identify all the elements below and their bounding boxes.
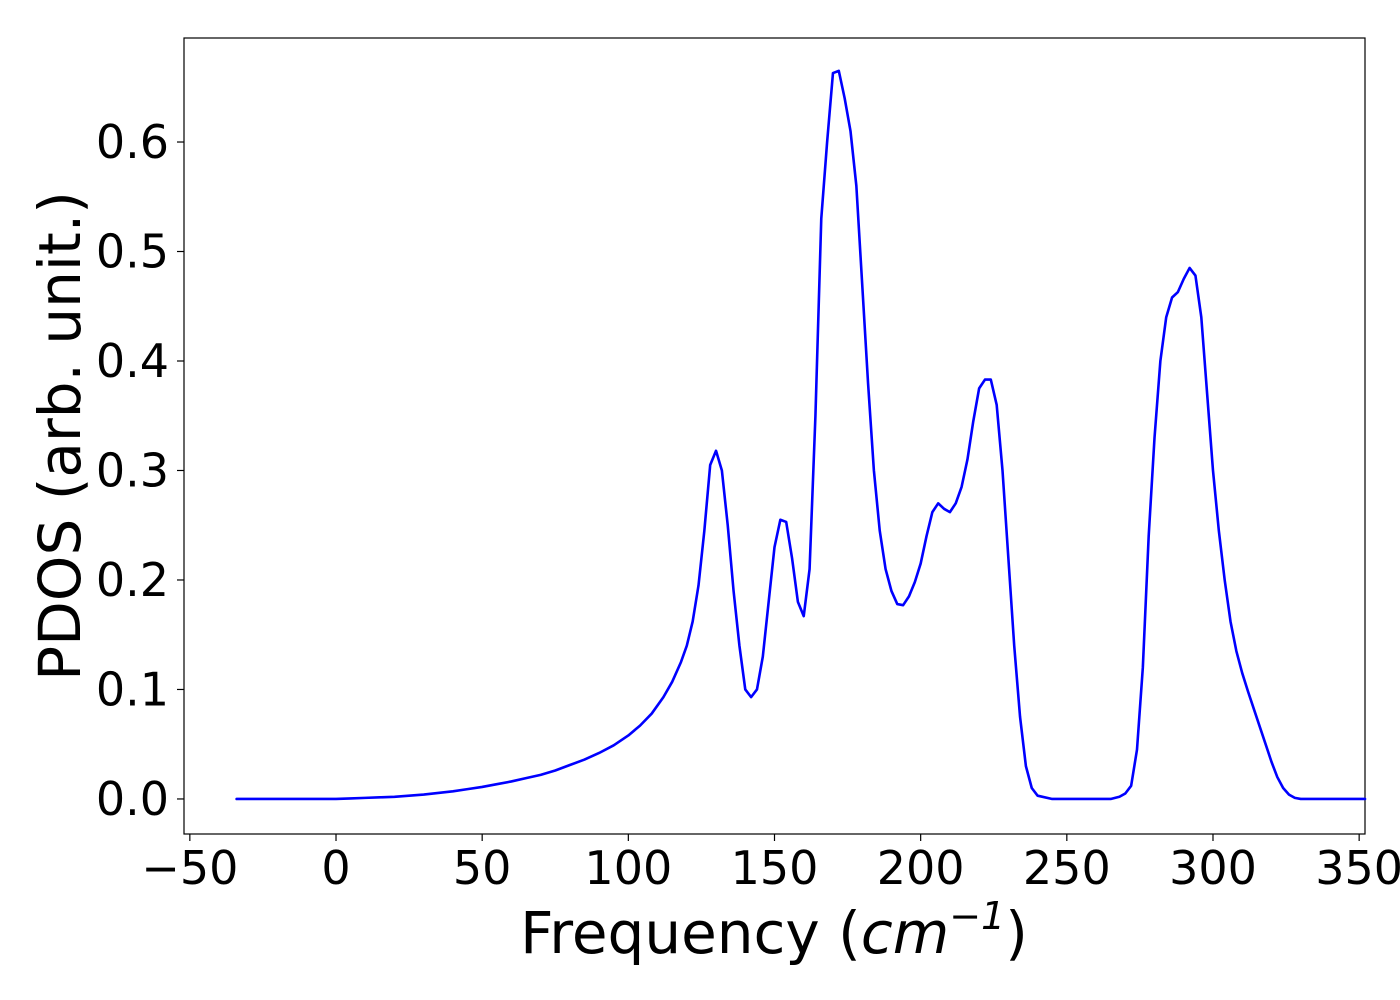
y-tick-label: 0.5 [96,225,169,279]
series-line-0 [235,69,1367,801]
plot-layer [183,37,1367,835]
x-tick-label: 100 [584,841,672,895]
x-tick-label: 300 [1169,841,1257,895]
x-axis-label-suffix: ) [1005,899,1028,967]
x-tick-label: 150 [731,841,819,895]
plot-frame [183,37,1366,835]
x-axis-label-math: cm [861,899,949,967]
x-axis-ticks: −50 0 50 100 150 200 250 300 350 [141,834,1400,895]
x-tick-label: 350 [1315,841,1400,895]
y-tick-label: 0.6 [96,115,169,169]
y-tick-label: 0.0 [96,772,169,826]
y-axis-label: PDOS (arb. unit.) [26,191,94,681]
x-tick-label: 0 [321,841,350,895]
y-tick-label: 0.3 [96,443,169,497]
y-axis-ticks: 0.0 0.1 0.2 0.3 0.4 0.5 0.6 [96,115,184,826]
x-tick-label: 250 [1023,841,1111,895]
y-tick-label: 0.4 [96,334,169,388]
x-axis-label: Frequency (cm−1) [520,894,1028,967]
y-tick-label: 0.1 [96,662,169,716]
x-tick-label: 50 [453,841,512,895]
y-tick-label: 0.2 [96,553,169,607]
x-tick-label: −50 [141,841,238,895]
x-axis-label-prefix: Frequency ( [520,899,861,967]
x-tick-label: 200 [877,841,965,895]
x-axis-label-exponent: −1 [949,894,1005,938]
